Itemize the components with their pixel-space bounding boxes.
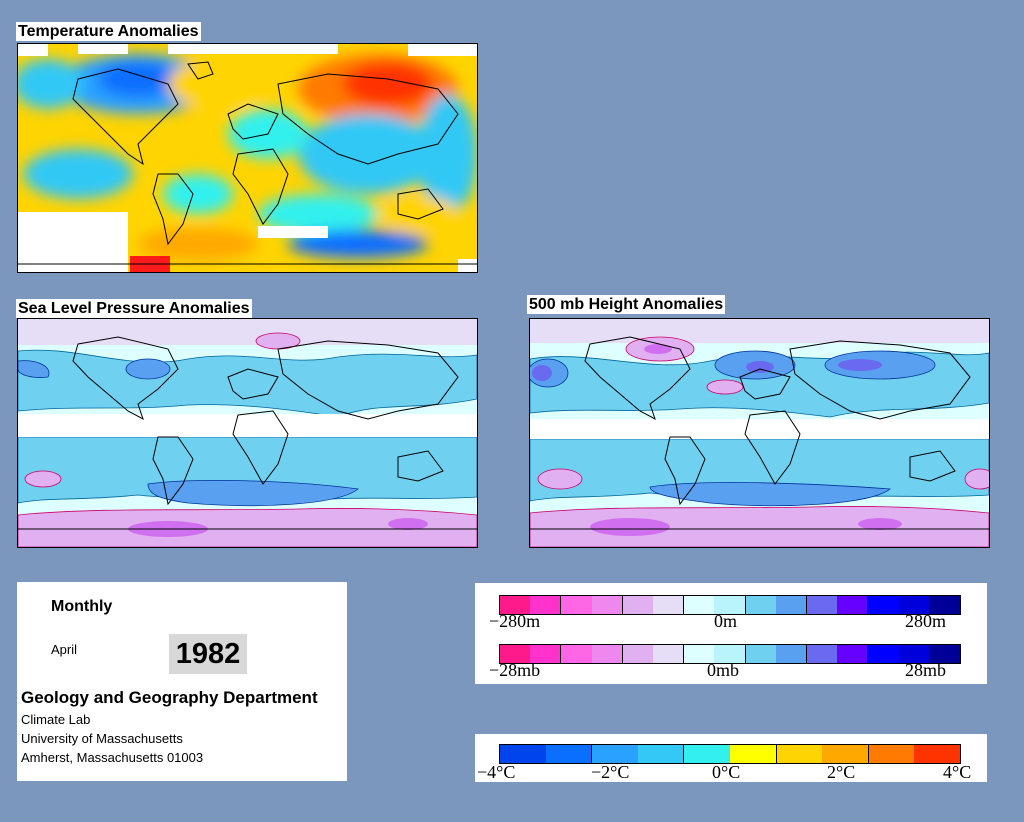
height-pressure-legend: −280m 0m 280m −28mb 0mb 28mb <box>475 583 987 684</box>
anomaly-scale-swatch <box>591 645 622 663</box>
lab-name: Climate Lab <box>21 712 91 727</box>
anomaly-scale-swatch <box>530 645 561 663</box>
anomaly-scale-swatch <box>500 596 531 614</box>
temperature-scale-swatch <box>591 745 638 763</box>
500mb-height-map <box>529 318 990 548</box>
pressure-max-label: 28mb <box>905 660 947 680</box>
year-label: 1982 <box>169 634 247 674</box>
temp-tick-0: 0°C <box>712 762 741 782</box>
anomaly-scale-swatch <box>775 596 807 614</box>
anomaly-scale-swatch <box>806 596 838 614</box>
anomaly-scale-swatch <box>775 645 807 663</box>
500mb-height-title: 500 mb Height Anomalies <box>527 295 726 314</box>
temperature-scale-swatch <box>729 745 776 763</box>
temperature-anomaly-map <box>17 43 478 273</box>
anomaly-scale-swatch <box>898 596 929 614</box>
anomaly-scale-swatch <box>837 645 868 663</box>
anomaly-scale-swatch <box>683 596 715 614</box>
anomaly-scale-swatch <box>928 645 960 663</box>
temperature-scale-swatch <box>683 745 730 763</box>
info-panel: Monthly April 1982 Geology and Geography… <box>17 582 347 781</box>
temperature-color-scale <box>499 744 961 764</box>
temperature-scale-swatch <box>500 745 546 763</box>
height-mid-label: 0m <box>714 611 738 631</box>
temp-tick-4: 4°C <box>943 762 972 782</box>
temp-tick-neg4: −4°C <box>477 762 516 782</box>
month-label: April <box>51 642 78 657</box>
anomaly-scale-swatch <box>867 596 899 614</box>
pressure-min-label: −28mb <box>489 660 541 680</box>
height-color-scale <box>499 595 961 615</box>
temp-tick-2: 2°C <box>827 762 856 782</box>
temperature-anomalies-title: Temperature Anomalies <box>16 22 201 41</box>
anomaly-scale-swatch <box>744 645 776 663</box>
height-max-label: 280m <box>905 611 947 631</box>
anomaly-scale-swatch <box>560 645 592 663</box>
anomaly-scale-swatch <box>744 596 776 614</box>
university-name: University of Massachusetts <box>21 731 183 746</box>
anomaly-scale-swatch <box>591 596 622 614</box>
department-name: Geology and Geography Department <box>21 688 318 707</box>
anomaly-scale-swatch <box>621 596 654 614</box>
anomaly-scale-swatch <box>928 596 960 614</box>
temperature-scale-swatch <box>914 745 960 763</box>
anomaly-scale-swatch <box>653 596 684 614</box>
anomaly-scale-swatch <box>867 645 899 663</box>
period-label: Monthly <box>51 598 113 615</box>
anomaly-scale-swatch <box>806 645 838 663</box>
height-min-label: −280m <box>489 611 541 631</box>
anomaly-scale-swatch <box>898 645 929 663</box>
anomaly-scale-swatch <box>653 645 684 663</box>
anomaly-scale-swatch <box>530 596 561 614</box>
anomaly-scale-swatch <box>500 645 531 663</box>
temperature-scale-swatch <box>822 745 868 763</box>
pressure-mid-label: 0mb <box>707 660 740 680</box>
anomaly-scale-swatch <box>837 596 868 614</box>
temperature-scale-swatch <box>775 745 823 763</box>
anomaly-scale-swatch <box>621 645 654 663</box>
temperature-legend: −4°C −2°C 0°C 2°C 4°C <box>475 734 987 782</box>
anomaly-scale-swatch <box>714 596 745 614</box>
temperature-scale-swatch <box>545 745 592 763</box>
temperature-scale-swatch <box>637 745 684 763</box>
sea-level-pressure-title: Sea Level Pressure Anomalies <box>16 299 252 318</box>
temp-tick-neg2: −2°C <box>591 762 630 782</box>
anomaly-scale-swatch <box>560 596 592 614</box>
temperature-scale-swatch <box>867 745 915 763</box>
sea-level-pressure-map <box>17 318 478 548</box>
pressure-color-scale <box>499 644 961 664</box>
address-line: Amherst, Massachusetts 01003 <box>21 750 204 765</box>
anomaly-scale-swatch <box>714 645 745 663</box>
anomaly-scale-swatch <box>683 645 715 663</box>
